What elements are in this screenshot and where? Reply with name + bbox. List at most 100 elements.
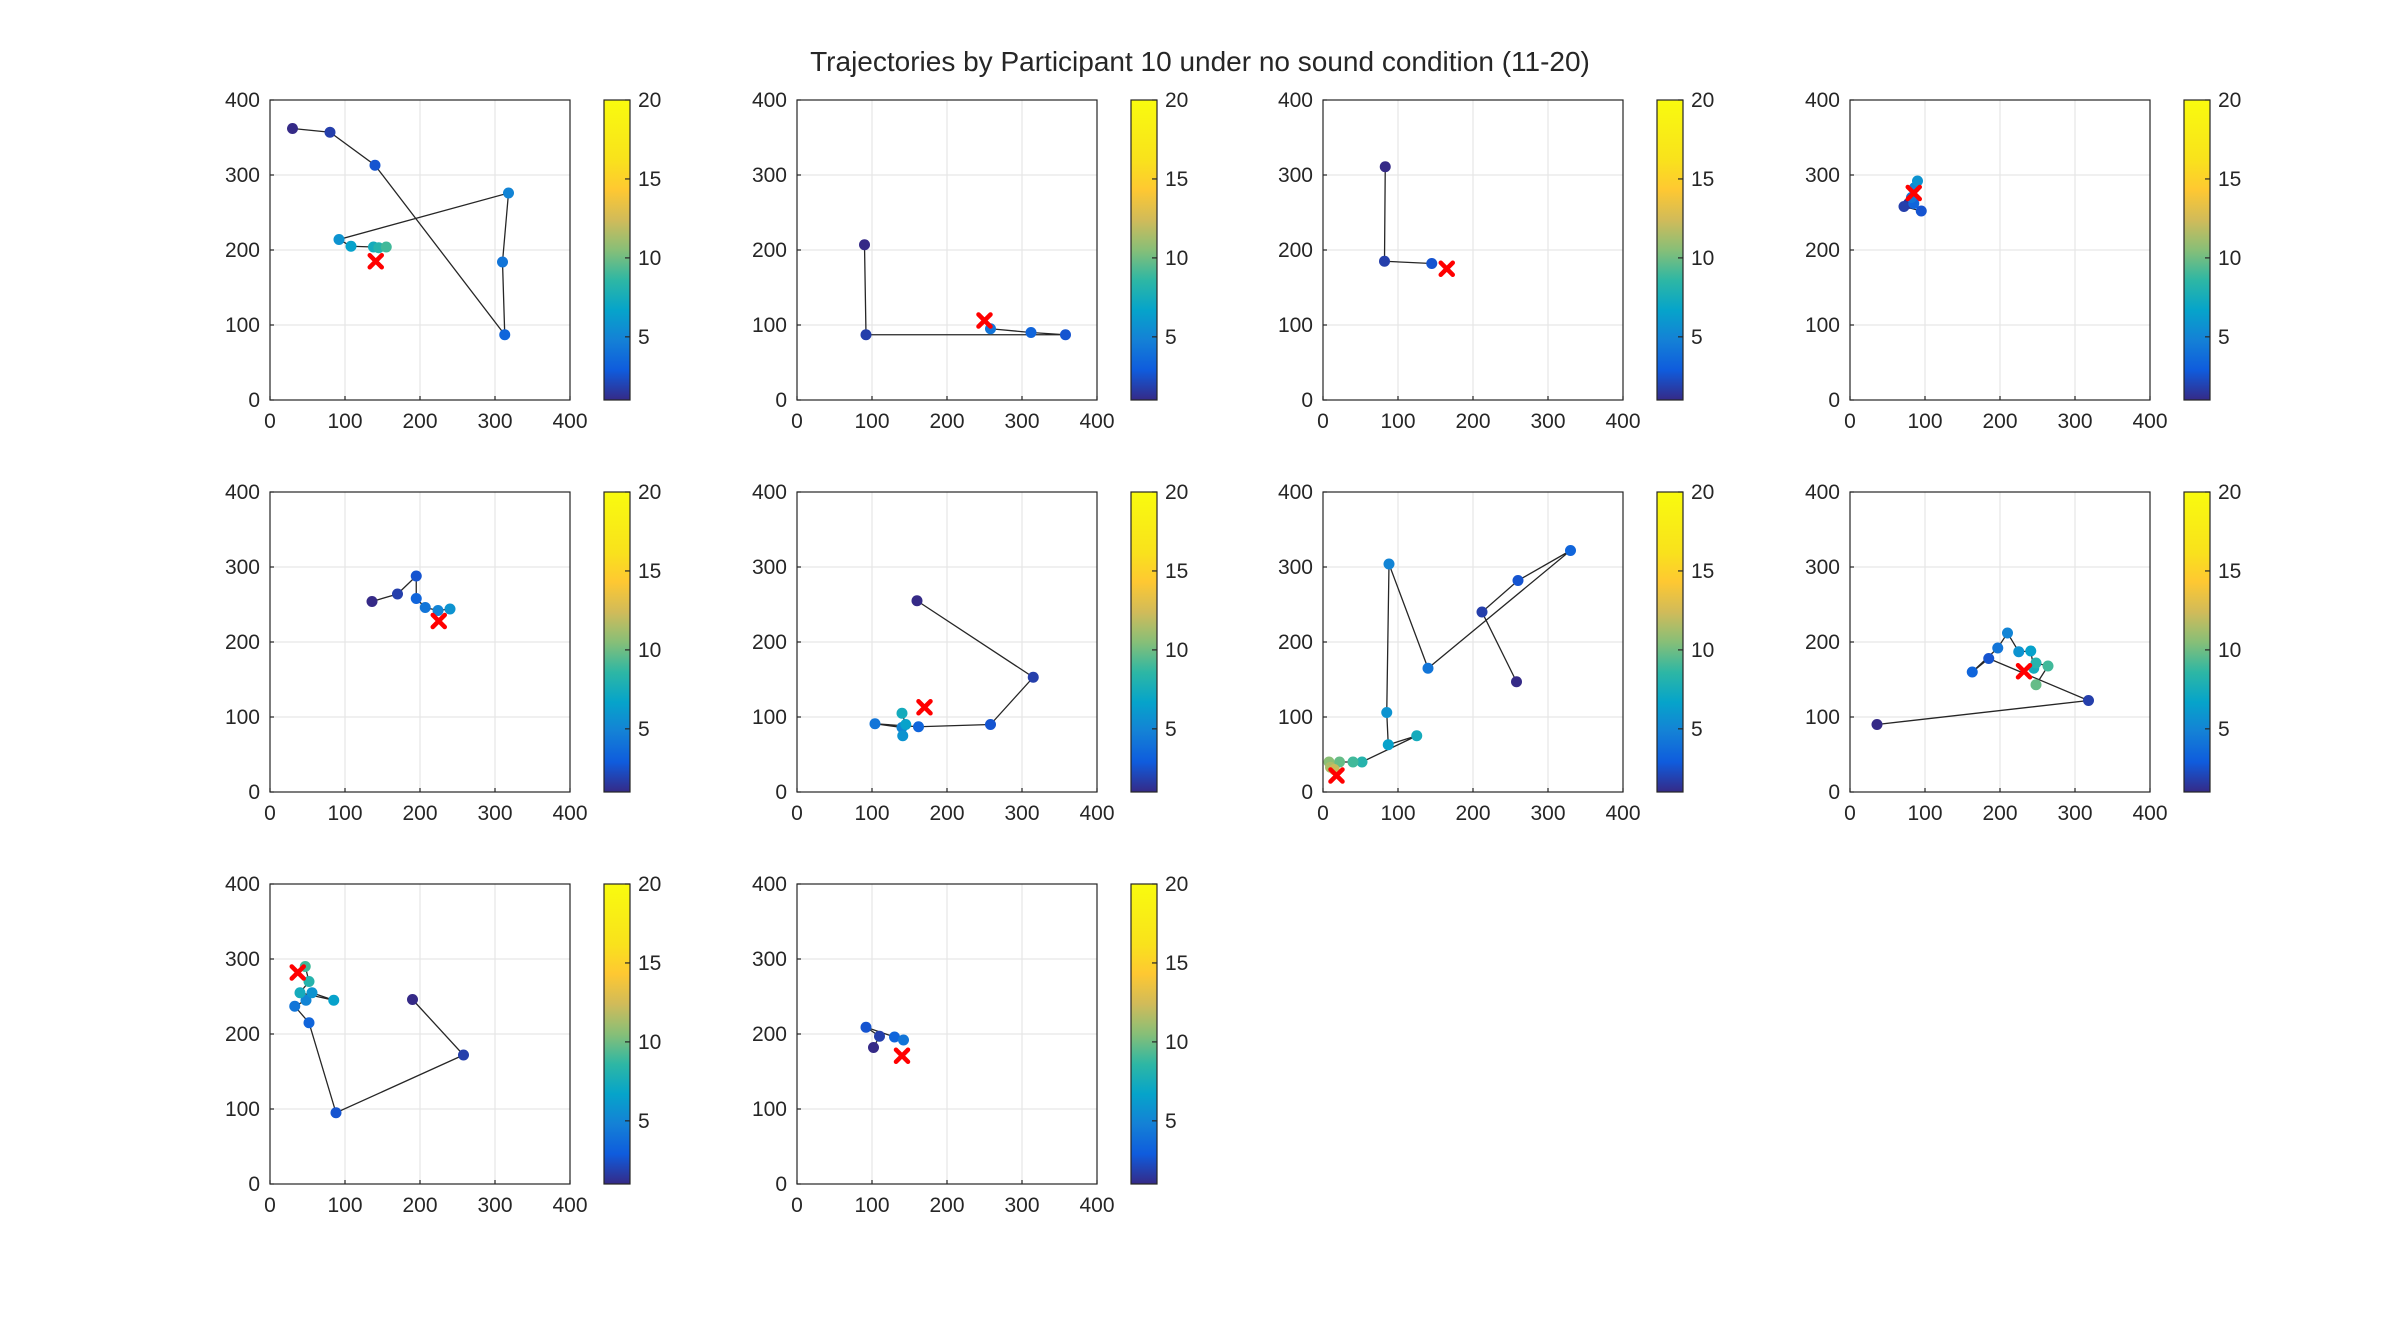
x-tick-label: 300	[477, 802, 512, 825]
x-tick-label: 400	[552, 802, 587, 825]
trajectory-point	[868, 1042, 879, 1053]
x-tick-label: 0	[1317, 410, 1329, 433]
trajectory-point	[333, 234, 345, 245]
trajectory-point	[1356, 756, 1368, 768]
x-tick-label: 100	[1380, 802, 1415, 825]
colorbar-tick-label: 15	[1691, 168, 1714, 191]
trajectory-point	[2013, 646, 2025, 658]
x-tick-label: 200	[1982, 802, 2017, 825]
trajectory-point	[859, 239, 870, 251]
trajectory-point	[303, 1017, 315, 1029]
trajectory-point	[1381, 707, 1393, 718]
subplot-2: 0 100 200 300 400 0 100 200 300 400 5 10 15 20	[752, 89, 1188, 433]
trajectory-point	[1383, 558, 1395, 570]
colorbar	[2183, 99, 2211, 401]
y-tick-label: 200	[225, 631, 260, 654]
trajectory-point	[2042, 660, 2054, 672]
trajectory-point	[328, 994, 340, 1006]
x-tick-label: 100	[1380, 410, 1415, 433]
trajectory-point	[1025, 327, 1037, 338]
y-tick-label: 200	[1278, 631, 1313, 654]
trajectory-point	[324, 126, 336, 138]
y-tick-label: 0	[775, 389, 787, 412]
colorbar-tick-label: 20	[1165, 873, 1188, 896]
x-tick-label: 300	[2057, 802, 2092, 825]
x-tick-label: 100	[854, 1194, 889, 1217]
trajectory-point	[898, 1034, 909, 1046]
y-tick-label: 0	[1301, 389, 1313, 412]
trajectory-point	[1912, 175, 1923, 187]
y-tick-label: 0	[1301, 781, 1313, 804]
trajectory-point	[330, 1107, 342, 1119]
colorbar-tick-label: 10	[638, 639, 661, 662]
x-tick-label: 200	[929, 802, 964, 825]
colorbar-tick-label: 15	[638, 952, 661, 975]
subplot-1: 0 100 200 300 400 0 100 200 300 400 5 10 15 20	[225, 89, 661, 433]
x-tick-label: 0	[264, 410, 276, 433]
y-tick-label: 300	[1805, 164, 1840, 187]
x-tick-label: 0	[791, 410, 803, 433]
trajectory-point	[410, 570, 422, 582]
trajectory-point	[369, 159, 381, 171]
x-tick-label: 0	[264, 1194, 276, 1217]
target-marker	[1328, 767, 1345, 784]
x-tick-label: 0	[1844, 802, 1856, 825]
x-tick-label: 100	[854, 802, 889, 825]
trajectory-point	[1347, 756, 1359, 768]
y-tick-label: 0	[248, 389, 260, 412]
y-tick-label: 200	[752, 1023, 787, 1046]
trajectory-point	[294, 987, 306, 999]
y-tick-label: 200	[752, 239, 787, 262]
y-tick-label: 100	[752, 314, 787, 337]
trajectory-point	[874, 1030, 885, 1042]
y-tick-label: 0	[775, 781, 787, 804]
x-tick-label: 400	[1079, 802, 1114, 825]
y-tick-label: 200	[1278, 239, 1313, 262]
trajectory-point	[900, 719, 912, 730]
x-tick-label: 300	[1004, 1194, 1039, 1217]
x-tick-label: 0	[1844, 410, 1856, 433]
y-tick-label: 200	[225, 239, 260, 262]
trajectory-point	[366, 596, 378, 607]
x-tick-label: 100	[854, 410, 889, 433]
y-tick-label: 0	[1828, 781, 1840, 804]
trajectory-point	[1027, 671, 1039, 683]
y-tick-label: 300	[1278, 556, 1313, 579]
colorbar-tick-label: 10	[638, 247, 661, 270]
colorbar	[1656, 99, 1684, 401]
trajectory-point	[889, 1031, 900, 1043]
trajectory-point	[911, 595, 923, 607]
x-tick-label: 200	[1455, 802, 1490, 825]
colorbar-tick-label: 5	[1165, 718, 1177, 741]
trajectory-point	[2030, 657, 2042, 669]
trajectory-point	[869, 718, 881, 730]
x-tick-label: 0	[791, 1194, 803, 1217]
target-marker	[367, 253, 384, 270]
x-tick-label: 400	[1605, 802, 1640, 825]
target-marker	[916, 699, 933, 716]
colorbar-tick-label: 15	[638, 168, 661, 191]
trajectory-point	[1565, 545, 1576, 556]
subplot-5: 0 100 200 300 400 0 100 200 300 400 5 10 15 20	[225, 481, 661, 825]
y-tick-label: 0	[1828, 389, 1840, 412]
target-marker	[430, 612, 447, 630]
colorbar	[603, 883, 631, 1185]
colorbar	[1130, 883, 1158, 1185]
subplot-7: 0 100 200 300 400 0 100 200 300 400 5 10 15 20	[1278, 481, 1714, 825]
trajectory-point	[1379, 161, 1391, 173]
x-tick-label: 200	[402, 1194, 437, 1217]
trajectory-point	[345, 240, 357, 252]
x-tick-label: 400	[1079, 1194, 1114, 1217]
y-tick-label: 100	[225, 314, 260, 337]
colorbar-tick-label: 10	[1165, 639, 1188, 662]
colorbar-tick-label: 5	[638, 326, 650, 349]
target-marker	[893, 1047, 911, 1064]
trajectory-point	[1476, 606, 1488, 618]
x-tick-label: 0	[264, 802, 276, 825]
x-tick-label: 300	[477, 410, 512, 433]
trajectory-point	[497, 256, 508, 268]
colorbar-tick-label: 10	[2218, 247, 2241, 270]
subplot-9: 0 100 200 300 400 0 100 200 300 400 5 10 15 20	[225, 873, 661, 1217]
colorbar	[603, 491, 631, 793]
